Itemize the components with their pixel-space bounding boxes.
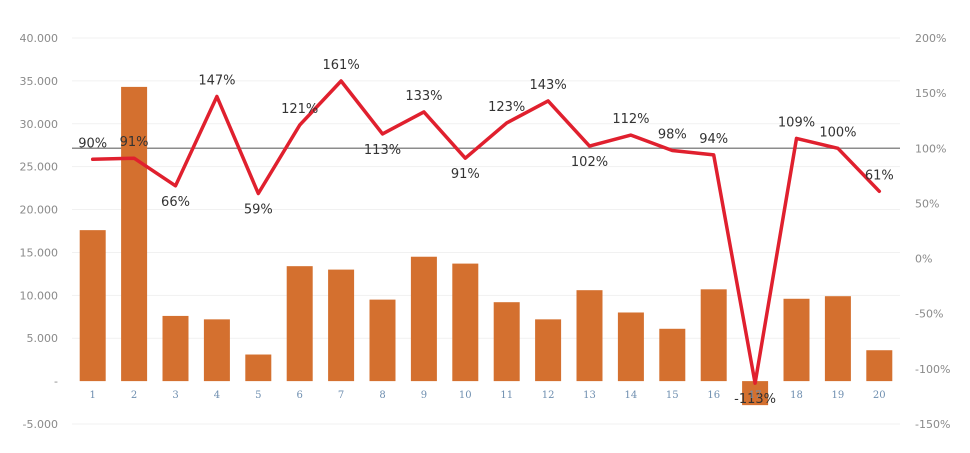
line-data-label: 100% bbox=[819, 125, 856, 140]
line-data-label: 102% bbox=[571, 155, 608, 170]
x-tick-label: 13 bbox=[583, 390, 596, 401]
y-left-tick-label: 15.000 bbox=[20, 246, 59, 259]
line-data-label: 113% bbox=[364, 143, 401, 158]
bar bbox=[824, 296, 851, 382]
y-right-tick-label: 150% bbox=[915, 87, 946, 100]
bar bbox=[121, 86, 148, 382]
x-tick-label: 14 bbox=[625, 390, 638, 401]
x-tick-label: 15 bbox=[666, 390, 679, 401]
x-tick-label: 8 bbox=[379, 390, 385, 401]
line-series-path bbox=[90, 79, 882, 385]
bar bbox=[79, 230, 106, 382]
x-tick-label: 10 bbox=[459, 390, 472, 401]
bar bbox=[659, 328, 686, 382]
bar bbox=[617, 312, 644, 382]
bar bbox=[286, 266, 313, 382]
line-data-label: 94% bbox=[699, 132, 728, 147]
line-data-label: 109% bbox=[778, 115, 815, 130]
bar bbox=[535, 319, 562, 382]
line-data-label: 147% bbox=[198, 73, 235, 88]
line-data-label: 61% bbox=[865, 168, 894, 183]
bar bbox=[328, 269, 355, 382]
bar-series bbox=[79, 86, 893, 406]
x-tick-label: 9 bbox=[421, 390, 427, 401]
bar bbox=[700, 289, 727, 382]
line-data-label: 66% bbox=[161, 195, 190, 210]
y-right-tick-label: 50% bbox=[915, 197, 939, 210]
x-tick-label: 7 bbox=[338, 390, 344, 401]
right-y-axis: 200% 150% 100% 50% 0% -50% -100% -150% bbox=[915, 32, 950, 431]
y-right-tick-label: -50% bbox=[915, 308, 943, 321]
y-right-tick-label: -100% bbox=[915, 363, 950, 376]
left-y-axis: 40.000 35.000 30.000 25.000 20.000 15.000 10.0… bbox=[20, 32, 59, 431]
line-data-label: 121% bbox=[281, 102, 318, 117]
bar bbox=[576, 290, 603, 382]
bar bbox=[203, 319, 230, 382]
y-left-tick-label: 20.000 bbox=[20, 204, 59, 217]
x-tick-label: 1 bbox=[90, 390, 96, 401]
bar bbox=[162, 315, 189, 382]
x-tick-label: 3 bbox=[172, 390, 178, 401]
line-series bbox=[90, 79, 882, 385]
y-right-tick-label: -150% bbox=[915, 418, 950, 431]
line-data-label: 59% bbox=[244, 203, 273, 218]
x-tick-label: 4 bbox=[214, 390, 220, 401]
y-left-tick-label: 25.000 bbox=[20, 161, 59, 174]
x-tick-label: 16 bbox=[707, 390, 720, 401]
y-left-tick-label: -5.000 bbox=[23, 418, 58, 431]
x-tick-label: 12 bbox=[542, 390, 555, 401]
y-left-tick-label: 30.000 bbox=[20, 118, 59, 131]
x-tick-label: 17 bbox=[749, 390, 762, 401]
gridlines bbox=[72, 37, 900, 425]
bar bbox=[369, 299, 396, 382]
line-data-labels: 90% 91%66%147%59%121%161%113%133%91%123%1… bbox=[78, 58, 894, 407]
line-data-label: -113% bbox=[734, 392, 776, 407]
x-tick-label: 11 bbox=[500, 390, 513, 401]
line-data-label: 98% bbox=[658, 127, 687, 142]
y-right-tick-label: 100% bbox=[915, 142, 946, 155]
line-data-label: 161% bbox=[323, 58, 360, 73]
x-tick-label: 6 bbox=[297, 390, 303, 401]
line-data-label: 123% bbox=[488, 100, 525, 115]
line-data-label: 91% bbox=[451, 167, 480, 182]
y-right-tick-label: 0% bbox=[915, 253, 932, 266]
bar bbox=[742, 381, 769, 406]
y-right-tick-label: 200% bbox=[915, 32, 946, 45]
bar bbox=[452, 263, 479, 382]
line-data-label: 112% bbox=[612, 112, 649, 127]
bar bbox=[245, 354, 272, 382]
bar bbox=[410, 256, 437, 382]
x-tick-label: 20 bbox=[873, 390, 886, 401]
bar bbox=[493, 302, 520, 382]
x-tick-label: 18 bbox=[790, 390, 803, 401]
x-axis: 1 2 3 4 5 6 7 8 9 10 11 12 13 14 15 16 17 18 19 20 bbox=[90, 390, 886, 401]
bar bbox=[783, 298, 810, 382]
y-left-tick-label: 10.000 bbox=[20, 289, 59, 302]
line-data-label: 91% bbox=[120, 135, 149, 150]
line-data-label: 133% bbox=[405, 89, 442, 104]
line-data-label: 90% bbox=[78, 136, 107, 151]
x-tick-label: 19 bbox=[832, 390, 845, 401]
bar bbox=[866, 350, 893, 382]
y-left-tick-label: - bbox=[54, 375, 58, 388]
y-left-tick-label: 5.000 bbox=[27, 332, 59, 345]
y-left-tick-label: 40.000 bbox=[20, 32, 59, 45]
y-left-tick-label: 35.000 bbox=[20, 75, 59, 88]
x-tick-label: 5 bbox=[255, 390, 261, 401]
x-tick-label: 2 bbox=[131, 390, 137, 401]
line-data-label: 143% bbox=[530, 78, 567, 93]
